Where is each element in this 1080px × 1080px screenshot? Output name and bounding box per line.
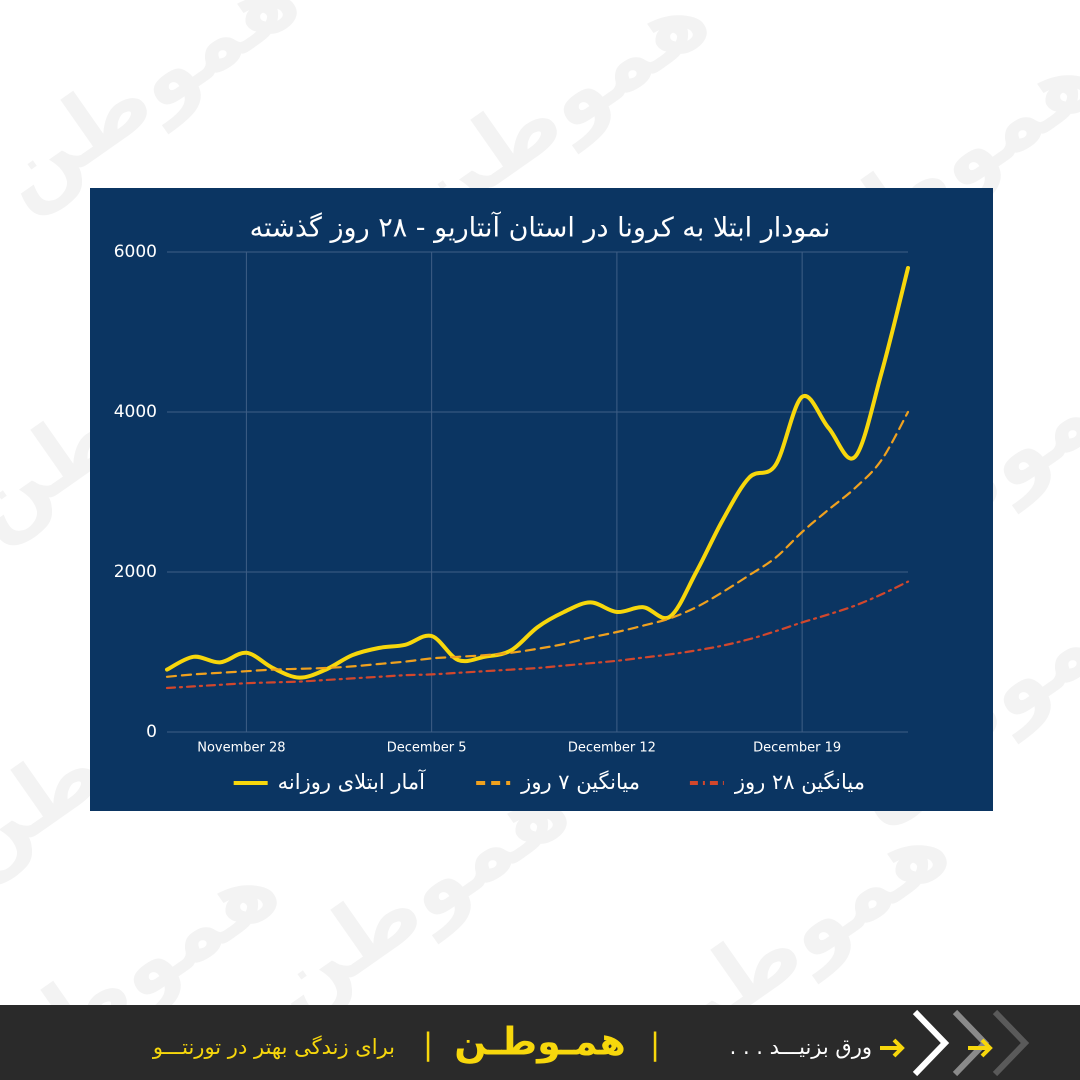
chart-title: نمودار ابتلا به کرونا در استان آنتاریو -… <box>250 212 831 244</box>
arrow-icon <box>880 1038 905 1058</box>
separator: | <box>650 1028 660 1063</box>
logo: همـوطـن <box>454 1020 626 1064</box>
legend-label: میانگین ۷ روز <box>520 770 640 794</box>
x-tick-label: November 28 <box>197 741 285 756</box>
series-line <box>165 580 910 690</box>
series-line <box>165 266 910 680</box>
chevron <box>912 1009 950 1077</box>
chevron <box>992 1009 1030 1077</box>
y-tick-label: 0 <box>146 722 157 742</box>
x-tick-label: December 12 <box>568 741 656 756</box>
y-tick-label: 2000 <box>114 562 157 582</box>
series-line <box>165 410 910 678</box>
arrow-icon <box>968 1038 993 1058</box>
separator: | <box>423 1028 433 1063</box>
footer-bar <box>0 1005 1080 1080</box>
x-tick-label: December 5 <box>387 741 467 756</box>
y-tick-label: 6000 <box>114 242 157 262</box>
x-tick-label: December 19 <box>753 741 841 756</box>
legend-label: میانگین ۲۸ روز <box>734 770 865 794</box>
chart: 0 2000 4000 6000 November 28 December 5 Decemb… <box>114 242 910 794</box>
y-tick-label: 4000 <box>114 402 157 422</box>
legend-label: آمار ابتلای روزانه <box>278 769 426 794</box>
chart-panel <box>90 188 993 811</box>
tagline: برای زندگی بهتر در تورنتـــو <box>152 1035 395 1059</box>
swipe-text: ورق بزنیـــد . . . <box>730 1035 872 1059</box>
